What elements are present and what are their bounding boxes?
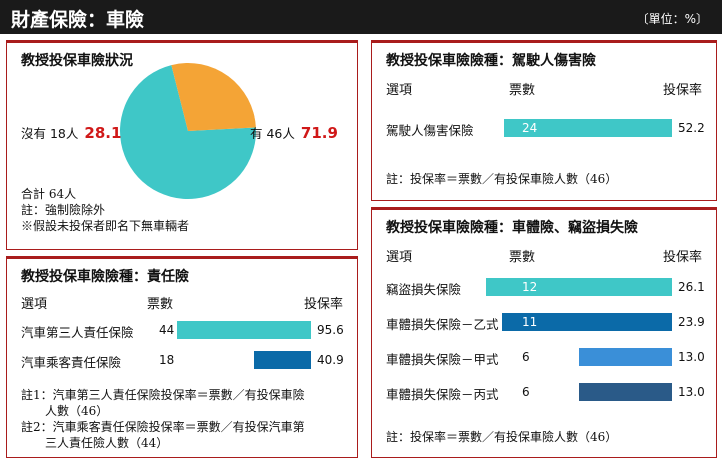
pie-label-yes-text: 有 46人 xyxy=(250,126,295,141)
col-item: 選項 xyxy=(386,83,413,98)
row-label: 駕駛人傷害保險 xyxy=(386,123,474,138)
pie-label-yes-value: 71.9 xyxy=(300,124,338,142)
note-line: 三人責任險人數（44） xyxy=(21,436,169,450)
notes: 註1：汽車第三人責任保險投保率＝票數／有投保車險 人數（46） 註2：汽車乘客責… xyxy=(21,387,305,451)
panel-insurance-status: 教授投保車險狀況 沒有 18人 28.1 有 46人 71.9 合計 64人 註：強… xyxy=(6,40,358,250)
col-rate: 投保率 xyxy=(662,83,702,98)
bar xyxy=(486,278,672,296)
col-count: 票數 xyxy=(509,83,536,98)
row-rate: 23.9 xyxy=(678,315,705,329)
row-label: 車體損失保險－甲式 xyxy=(386,352,499,367)
notes: 註：投保率＝票數／有投保車險人數（46） xyxy=(386,171,617,187)
unit-label: 〔單位：%〕 xyxy=(636,12,708,26)
col-count: 票數 xyxy=(509,250,536,265)
page-title: 財產保險：車險 xyxy=(11,9,145,31)
row-count: 6 xyxy=(522,385,530,399)
panel-title: 教授投保車險險種：駕駛人傷害險 xyxy=(386,53,596,69)
row-label: 汽車乘客責任保險 xyxy=(21,355,122,370)
pie-label-yes: 有 46人 71.9 xyxy=(250,123,338,142)
page-header: 財產保險：車險 〔單位：%〕 xyxy=(0,0,722,34)
row-count: 44 xyxy=(159,323,175,337)
panel-title: 教授投保車險險種：車體險、竊盜損失險 xyxy=(386,220,638,236)
row-rate: 13.0 xyxy=(678,350,705,364)
bar xyxy=(254,351,311,369)
row-label: 汽車第三人責任保險 xyxy=(21,325,134,340)
row-rate: 26.1 xyxy=(678,280,705,294)
pie-label-no: 沒有 18人 28.1 xyxy=(21,123,121,142)
note-line: 註1：汽車第三人責任保險投保率＝票數／有投保車險 xyxy=(21,388,305,402)
col-rate: 投保率 xyxy=(662,250,702,265)
row-label: 車體損失保險－乙式 xyxy=(386,317,499,332)
row-rate: 40.9 xyxy=(317,353,344,367)
bar xyxy=(579,383,672,401)
pie-label-no-text: 沒有 18人 xyxy=(21,126,79,141)
note-line: 註2：汽車乘客責任保險投保率＝票數／有投保汽車第 xyxy=(21,420,305,434)
bar xyxy=(579,348,672,366)
row-rate: 13.0 xyxy=(678,385,705,399)
col-rate: 投保率 xyxy=(303,297,343,312)
row-count: 18 xyxy=(159,353,175,367)
row-count: 12 xyxy=(522,280,538,294)
pie-chart xyxy=(120,62,257,200)
panel-driver-injury: 教授投保車險險種：駕駛人傷害險 選項 票數 投保率 駕駛人傷害保險 24 52.2 … xyxy=(371,40,717,201)
row-count: 24 xyxy=(522,121,538,135)
bar xyxy=(177,321,311,339)
note-line: 註：投保率＝票數／有投保車險人數（46） xyxy=(386,172,618,186)
pie-slice-yes xyxy=(120,65,257,200)
row-rate: 95.6 xyxy=(317,323,344,337)
panel-liability: 教授投保車險險種：責任險 選項 票數 投保率 汽車第三人責任保險 44 95.6 汽車… xyxy=(6,256,358,458)
col-count: 票數 xyxy=(147,297,174,312)
pie-slice-no xyxy=(171,62,256,131)
row-label: 車體損失保險－丙式 xyxy=(386,387,499,402)
note-line: 註：強制險除外 xyxy=(21,203,106,217)
col-item: 選項 xyxy=(386,250,413,265)
row-count: 6 xyxy=(522,350,530,364)
bar xyxy=(502,313,672,331)
row-count: 11 xyxy=(522,315,538,329)
panel-title: 教授投保車險狀況 xyxy=(21,53,133,69)
notes: 註：投保率＝票數／有投保車險人數（46） xyxy=(386,429,617,445)
panel-title: 教授投保車險險種：責任險 xyxy=(21,269,189,285)
note-line: ※假設未投保者即名下無車輛者 xyxy=(21,219,190,233)
pie-label-no-value: 28.1 xyxy=(84,124,122,142)
row-rate: 52.2 xyxy=(678,121,705,135)
col-item: 選項 xyxy=(21,297,48,312)
bar xyxy=(504,119,672,137)
note-line: 註：投保率＝票數／有投保車險人數（46） xyxy=(386,430,618,444)
note-line: 合計 64人 xyxy=(21,187,77,201)
note-line: 人數（46） xyxy=(21,404,109,418)
row-label: 竊盜損失保險 xyxy=(386,282,462,297)
notes: 合計 64人 註：強制險除外 ※假設未投保者即名下無車輛者 xyxy=(21,186,189,234)
panel-body-theft: 教授投保車險險種：車體險、竊盜損失險 選項 票數 投保率 竊盜損失保險 12 26.… xyxy=(371,207,717,458)
